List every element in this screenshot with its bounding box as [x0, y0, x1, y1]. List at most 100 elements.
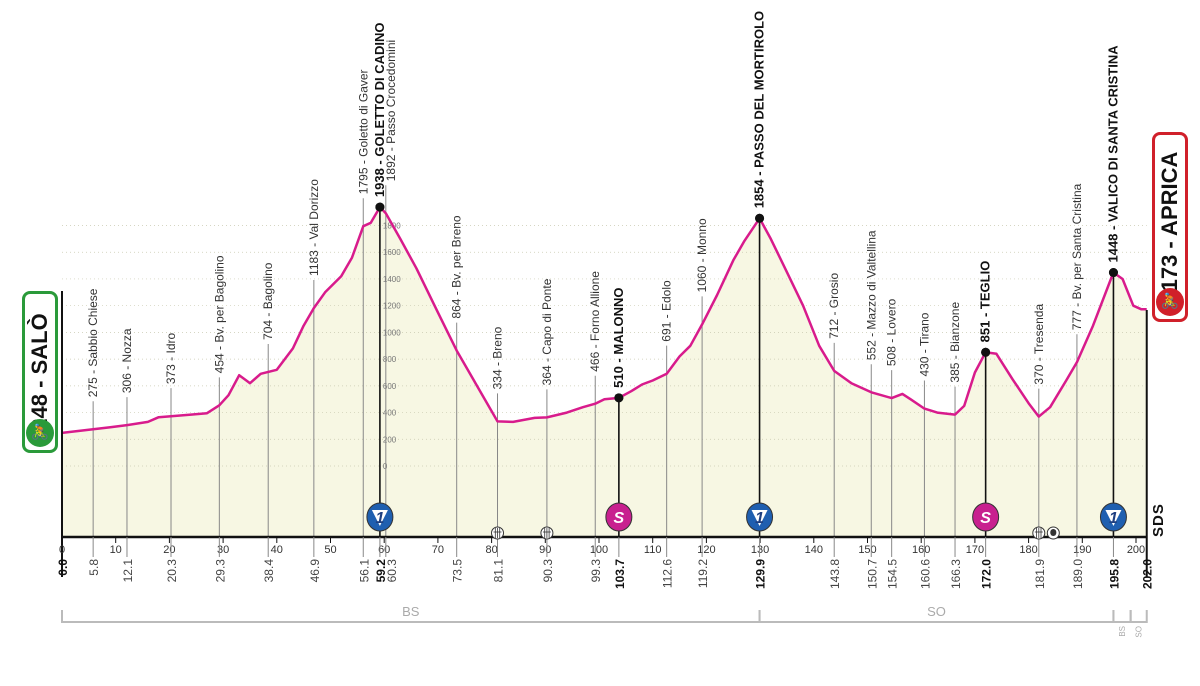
summit-dot: [755, 213, 765, 223]
marker-label: 1: [1109, 510, 1118, 527]
x-tick-label: 90: [539, 544, 551, 556]
point-label: 704 - Bagolino: [261, 262, 275, 340]
mountain-gpm-icon: 1: [1099, 502, 1127, 532]
point-label: 1795 - Goletto di Gaver: [356, 69, 370, 194]
point-label: 334 - Breno: [491, 326, 505, 389]
point-label: 510 - MALONNO: [611, 287, 626, 387]
point-label: 454 - Bv. per Bagolino: [212, 255, 226, 373]
km-label: 189.0: [1071, 559, 1085, 589]
x-tick-label: 80: [485, 544, 497, 556]
point-label: 1854 - PASSO DEL MORTIROLO: [752, 11, 767, 208]
y-tick-label: 1600: [383, 248, 401, 257]
x-tick-label: 30: [217, 544, 229, 556]
point-label: 1060 - Monno: [695, 218, 709, 292]
mountain-gpm-icon: 1: [366, 502, 394, 532]
point-label: 1892 - Passo Crocedomini: [384, 40, 398, 181]
x-tick-label: 120: [697, 544, 715, 556]
x-tick-label: 60: [378, 544, 390, 556]
marker-circle: [605, 502, 633, 532]
point-label: 466 - Forno Allione: [588, 271, 602, 372]
point-label: 777 - Bv. per Santa Cristina: [1070, 183, 1084, 330]
km-label: 202.0: [1141, 559, 1155, 589]
province-label: BS: [402, 604, 420, 619]
km-label: 73.5: [451, 559, 465, 583]
km-label: 46.9: [308, 559, 322, 583]
mountain-gpm-icon: 1: [746, 502, 774, 532]
x-tick-label: 190: [1073, 544, 1091, 556]
point-label: 851 - TEGLIO: [978, 261, 993, 343]
point-label: 691 - Edolo: [660, 280, 674, 342]
cyclist-icon: 🚴: [1156, 288, 1184, 316]
y-tick-label: 1000: [383, 328, 401, 337]
km-label: 119.2: [696, 559, 710, 588]
triangle-shape: [371, 510, 388, 526]
km-label: 103.7: [613, 559, 627, 589]
y-tick-label: 600: [383, 382, 397, 391]
x-tick-label: 10: [110, 544, 122, 556]
x-tick-label: 110: [644, 544, 662, 556]
y-tick-label: 400: [383, 409, 397, 418]
point-label: 508 - Lovero: [885, 298, 899, 366]
x-tick-label: 50: [324, 544, 336, 556]
level-crossing-icon: [540, 526, 554, 540]
cyclist-icon: 🚴: [26, 419, 54, 447]
tunnel-icon: [1046, 526, 1060, 540]
km-label: 38.4: [262, 559, 276, 583]
point-label: 385 - Bianzone: [948, 302, 962, 383]
level-crossing-icon: [491, 526, 505, 540]
point-label: 712 - Grosio: [827, 273, 841, 339]
province-bracket: [1112, 610, 1132, 623]
point-label: 864 - Bv. per Breno: [450, 215, 464, 318]
km-label: 81.1: [492, 559, 506, 583]
triangle-shape: [1105, 510, 1122, 526]
y-tick-label: 200: [383, 435, 397, 444]
km-label: 5.8: [87, 559, 101, 576]
x-tick-label: 70: [432, 544, 444, 556]
km-label: 56.1: [357, 559, 371, 583]
x-tick-label: 40: [271, 544, 283, 556]
x-tick-label: 20: [163, 544, 175, 556]
point-label: 373 - Idro: [164, 332, 178, 384]
km-label: 143.8: [828, 559, 842, 589]
finish-label: 1173 - APRICA: [1157, 151, 1182, 303]
point-label: 306 - Nozza: [120, 328, 134, 393]
point-label: 1183 - Val Dorizzo: [307, 179, 321, 276]
km-label: 181.9: [1033, 559, 1047, 589]
triangle-shape: [751, 510, 768, 526]
summit-dot: [1108, 268, 1118, 278]
x-tick-label: 140: [805, 544, 823, 556]
km-label: 150.7: [865, 559, 879, 589]
tunnel-shape: [1050, 529, 1057, 536]
point-label: 552 - Mazzo di Valtellina: [864, 230, 878, 360]
x-tick-label: 0: [59, 544, 65, 556]
km-label: 166.3: [949, 559, 963, 589]
km-label: 160.6: [918, 559, 932, 589]
marker-label: S: [614, 510, 625, 527]
km-label: 99.3: [589, 559, 603, 583]
x-tick-label: 160: [912, 544, 930, 556]
y-tick-label: 1200: [383, 302, 401, 311]
summit-dot: [375, 202, 385, 212]
profile-fill: [62, 207, 1147, 537]
km-label: 12.1: [121, 559, 135, 583]
sprint-icon: S: [972, 502, 1000, 532]
marker-label: S: [980, 510, 991, 527]
province-label: SO: [1135, 626, 1144, 638]
km-label: 0.0: [56, 559, 70, 576]
km-label: 29.3: [213, 559, 227, 583]
level-crossing-icon: [1032, 526, 1046, 540]
marker-label: 1: [375, 510, 384, 527]
km-label: 195.8: [1107, 559, 1121, 589]
sds-logo: SDS: [1150, 503, 1167, 537]
point-label: 364 - Capo di Ponte: [540, 278, 554, 385]
km-label: 112.6: [661, 559, 675, 588]
point-label: 430 - Tirano: [917, 312, 931, 376]
sprint-icon: S: [605, 502, 633, 532]
start-label: 248 - SALÒ: [27, 313, 52, 431]
km-label: 60.3: [385, 559, 399, 583]
km-label: 90.3: [541, 559, 555, 583]
summit-dot: [614, 393, 624, 403]
province-label: SO: [927, 604, 946, 619]
finish-badge: 1173 - APRICA 🚴: [1152, 132, 1188, 322]
